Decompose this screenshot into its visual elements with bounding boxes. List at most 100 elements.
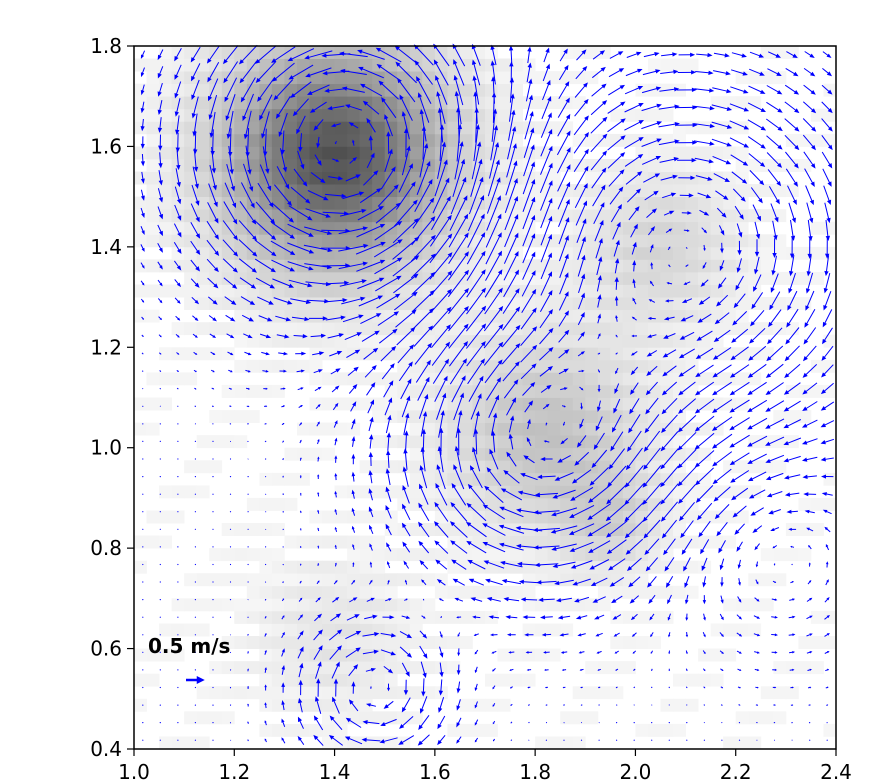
velocity-arrow	[177, 440, 179, 442]
intensity-cell	[184, 133, 198, 147]
velocity-arrow	[351, 436, 356, 447]
intensity-cell	[735, 347, 749, 361]
intensity-cell	[259, 548, 273, 562]
intensity-cell	[409, 573, 423, 587]
velocity-arrow	[822, 51, 832, 58]
velocity-arrow	[803, 492, 817, 497]
intensity-cell	[723, 259, 737, 273]
intensity-cell	[773, 573, 787, 587]
velocity-arrow	[159, 387, 161, 390]
intensity-cell	[723, 284, 737, 298]
intensity-cell	[572, 535, 586, 549]
intensity-cell	[459, 158, 473, 172]
velocity-arrow	[212, 669, 214, 671]
velocity-arrow	[468, 578, 484, 586]
intensity-cell	[246, 259, 260, 273]
intensity-cell	[660, 523, 674, 536]
intensity-cell	[134, 221, 147, 235]
velocity-arrow	[386, 561, 391, 569]
intensity-cell	[635, 548, 649, 562]
intensity-cell	[184, 284, 198, 298]
intensity-cell	[284, 573, 298, 587]
intensity-cell	[635, 636, 649, 649]
intensity-cell	[698, 472, 712, 486]
intensity-cell	[422, 322, 436, 336]
intensity-cell	[271, 133, 285, 147]
intensity-cell	[271, 686, 285, 700]
intensity-cell	[134, 698, 147, 712]
intensity-cell	[347, 334, 361, 348]
intensity-cell	[359, 397, 373, 411]
velocity-arrow	[729, 417, 750, 431]
intensity-cell	[259, 58, 273, 72]
intensity-cell	[259, 472, 273, 486]
intensity-cell	[296, 472, 310, 486]
intensity-cell	[271, 246, 285, 260]
intensity-cell	[334, 397, 348, 411]
intensity-cell	[472, 384, 486, 398]
intensity-cell	[798, 636, 812, 649]
intensity-cell	[610, 372, 624, 386]
intensity-cell	[472, 259, 486, 273]
intensity-cell	[710, 397, 724, 411]
intensity-cell	[597, 460, 611, 474]
intensity-cell	[472, 108, 486, 122]
intensity-cell	[547, 171, 561, 185]
intensity-cell	[597, 384, 611, 398]
velocity-arrow	[773, 704, 776, 706]
velocity-arrow	[824, 202, 831, 224]
velocity-arrow	[247, 703, 250, 707]
intensity-cell	[372, 661, 386, 675]
velocity-arrow	[194, 546, 196, 548]
velocity-arrow	[545, 686, 548, 689]
intensity-cell	[823, 723, 837, 737]
intensity-cell	[635, 209, 649, 223]
intensity-cell	[347, 58, 361, 72]
velocity-arrow	[616, 722, 618, 724]
intensity-cell	[334, 133, 348, 147]
velocity-arrow	[317, 491, 320, 497]
intensity-cell	[259, 46, 273, 59]
intensity-cell	[409, 158, 423, 172]
intensity-cell	[622, 472, 636, 486]
intensity-cell	[184, 246, 198, 260]
intensity-cell	[572, 384, 586, 398]
velocity-arrow	[244, 351, 252, 356]
intensity-cell	[359, 460, 373, 474]
intensity-cell	[284, 661, 298, 675]
velocity-arrow	[694, 88, 715, 93]
intensity-cell	[635, 384, 649, 398]
intensity-cell	[773, 184, 787, 198]
intensity-cell	[309, 196, 323, 210]
intensity-cell	[322, 736, 335, 750]
velocity-arrow	[790, 220, 796, 241]
velocity-arrow	[177, 581, 179, 583]
intensity-cell	[585, 259, 599, 273]
intensity-cell	[560, 598, 574, 612]
intensity-cell	[497, 435, 511, 449]
velocity-arrow	[752, 525, 763, 534]
intensity-cell	[234, 309, 248, 323]
intensity-cell	[284, 610, 298, 624]
intensity-cell	[259, 71, 273, 85]
intensity-cell	[510, 309, 524, 323]
intensity-cell	[359, 133, 373, 147]
velocity-arrow	[194, 739, 196, 741]
velocity-arrow	[194, 423, 196, 425]
intensity-cell	[246, 497, 260, 511]
velocity-arrow	[747, 119, 767, 131]
intensity-cell	[560, 359, 574, 373]
intensity-cell	[271, 661, 285, 675]
velocity-arrow	[176, 369, 179, 372]
velocity-arrow	[719, 558, 725, 571]
intensity-cell	[560, 158, 574, 172]
velocity-arrow	[766, 491, 783, 498]
intensity-cell	[673, 271, 686, 285]
intensity-cell	[372, 510, 386, 524]
intensity-cell	[823, 610, 837, 624]
intensity-cell	[585, 573, 599, 587]
intensity-cell	[334, 573, 348, 587]
intensity-cell	[309, 184, 323, 198]
intensity-cell	[459, 221, 473, 235]
intensity-cell	[673, 698, 686, 712]
